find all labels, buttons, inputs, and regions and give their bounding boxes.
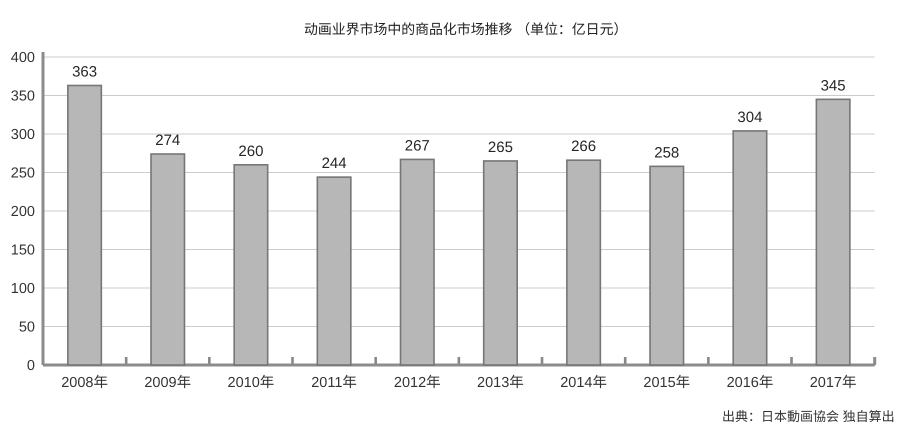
svg-text:345: 345 xyxy=(821,77,846,94)
svg-text:250: 250 xyxy=(11,166,35,182)
svg-text:265: 265 xyxy=(488,139,513,156)
svg-text:2016年: 2016年 xyxy=(727,374,774,391)
svg-text:2009年: 2009年 xyxy=(144,374,191,391)
svg-text:300: 300 xyxy=(11,127,35,143)
svg-text:266: 266 xyxy=(571,138,596,155)
svg-text:2015年: 2015年 xyxy=(643,374,690,391)
svg-text:363: 363 xyxy=(72,63,97,80)
svg-text:150: 150 xyxy=(11,243,35,259)
svg-text:350: 350 xyxy=(11,89,35,105)
svg-text:2010年: 2010年 xyxy=(228,374,275,391)
svg-text:2014年: 2014年 xyxy=(560,374,607,391)
svg-text:0: 0 xyxy=(27,358,35,374)
svg-text:2017年: 2017年 xyxy=(810,374,857,391)
svg-text:244: 244 xyxy=(322,155,347,172)
svg-text:2011年: 2011年 xyxy=(311,374,357,391)
svg-text:2008年: 2008年 xyxy=(61,374,108,391)
svg-text:274: 274 xyxy=(155,132,180,149)
svg-text:2013年: 2013年 xyxy=(477,374,524,391)
svg-text:260: 260 xyxy=(238,143,263,160)
svg-text:304: 304 xyxy=(737,109,762,126)
svg-text:258: 258 xyxy=(654,144,679,161)
svg-text:100: 100 xyxy=(11,281,35,297)
svg-text:2012年: 2012年 xyxy=(394,374,441,391)
svg-text:400: 400 xyxy=(11,50,35,66)
svg-text:200: 200 xyxy=(11,204,35,220)
svg-text:50: 50 xyxy=(19,320,35,336)
svg-text:267: 267 xyxy=(405,137,430,154)
